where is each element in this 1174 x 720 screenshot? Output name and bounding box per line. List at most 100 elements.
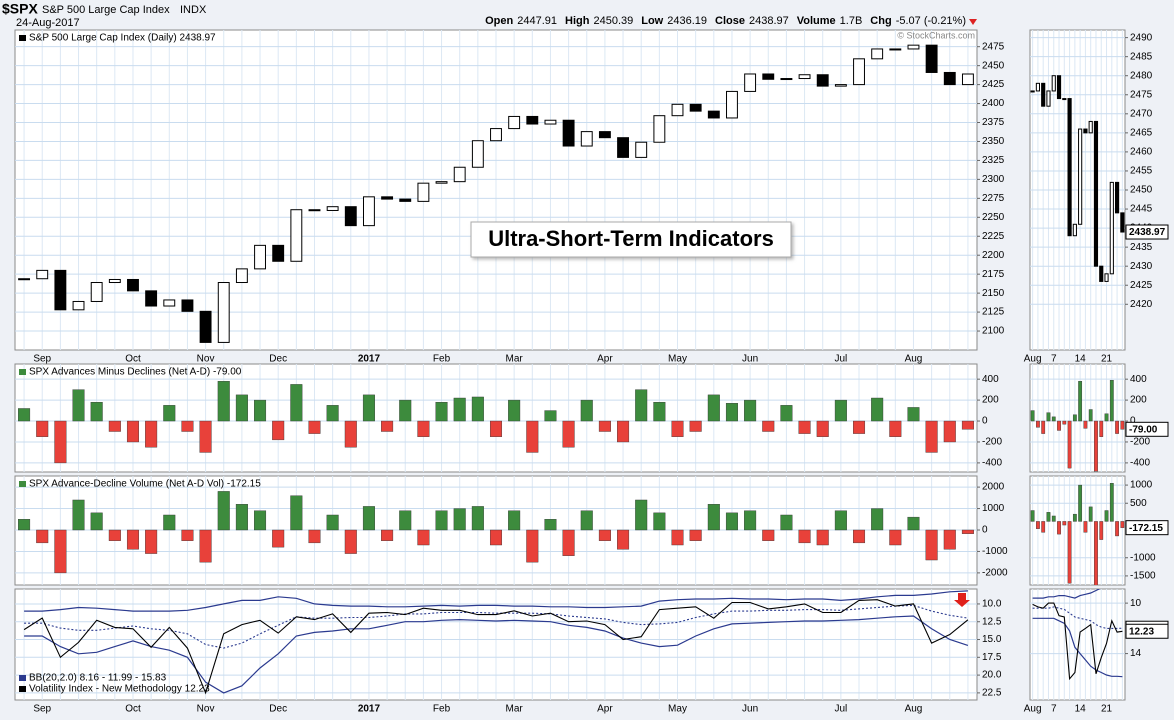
bar bbox=[163, 405, 176, 422]
bar bbox=[580, 510, 593, 531]
candle bbox=[816, 74, 829, 87]
bar bbox=[308, 420, 321, 434]
x-tick-label: Aug bbox=[905, 354, 923, 365]
y-tick-label: 2225 bbox=[982, 231, 1005, 242]
plot-area bbox=[23, 590, 969, 695]
y-tick-label: 0 bbox=[982, 525, 988, 536]
bar bbox=[435, 401, 448, 422]
y-tick-label: 20.0 bbox=[982, 670, 1002, 681]
bar bbox=[689, 420, 702, 432]
bar bbox=[18, 408, 31, 422]
bar bbox=[508, 510, 521, 531]
candle bbox=[1078, 128, 1083, 225]
x-tick-label: 2017 bbox=[358, 354, 381, 365]
x-tick-label: Mar bbox=[506, 704, 524, 715]
plot-area bbox=[1030, 483, 1125, 585]
value-box bbox=[1125, 520, 1169, 536]
bar bbox=[1115, 521, 1119, 537]
x-tick-label: Aug bbox=[1024, 704, 1042, 715]
bar bbox=[1104, 510, 1109, 522]
bar bbox=[526, 420, 539, 453]
plot-area bbox=[1030, 75, 1125, 282]
candle bbox=[1093, 120, 1099, 267]
candle bbox=[1072, 223, 1077, 237]
plot-area bbox=[1032, 589, 1123, 681]
candle bbox=[1056, 75, 1062, 100]
bar bbox=[598, 529, 611, 541]
bar bbox=[1072, 414, 1077, 422]
x-tick-label: Aug bbox=[1024, 354, 1042, 365]
bar bbox=[834, 510, 847, 531]
candle bbox=[1115, 181, 1120, 214]
candle bbox=[1099, 265, 1104, 282]
candle bbox=[199, 310, 212, 343]
candle bbox=[1030, 90, 1035, 93]
x-tick-label: Oct bbox=[125, 354, 141, 365]
change-arrow bbox=[969, 19, 977, 25]
quote-label: Close bbox=[715, 15, 745, 27]
bar bbox=[453, 508, 466, 531]
symbol: $SPX bbox=[2, 1, 38, 17]
bar bbox=[1051, 515, 1056, 522]
y-tick-label: 400 bbox=[982, 374, 999, 385]
bar bbox=[780, 514, 793, 531]
annotation-box: Ultra-Short-Term Indicators bbox=[470, 221, 792, 258]
bar bbox=[961, 529, 974, 534]
bar bbox=[254, 510, 267, 531]
panel: 1014Aug7142111.9912.23 bbox=[1024, 588, 1169, 715]
value-box-label: 2438.97 bbox=[1129, 227, 1166, 238]
candle bbox=[1041, 82, 1046, 107]
bar bbox=[526, 529, 539, 563]
x-tick-label: Mar bbox=[506, 354, 524, 365]
candle bbox=[36, 269, 49, 280]
bar bbox=[1062, 521, 1067, 526]
candle bbox=[580, 131, 593, 147]
bar bbox=[1046, 412, 1051, 422]
bar bbox=[1078, 484, 1083, 522]
candle bbox=[127, 278, 139, 292]
bar bbox=[217, 381, 230, 422]
y-tick-label: 14 bbox=[1130, 648, 1142, 659]
candle bbox=[961, 73, 974, 86]
candle bbox=[435, 181, 448, 184]
x-tick-label: Jun bbox=[742, 704, 758, 715]
bar bbox=[1030, 410, 1035, 422]
quote-line: Open 2447.91 High 2450.39 Low 2436.19 Close 243… bbox=[485, 15, 966, 27]
candle bbox=[1109, 181, 1114, 275]
candle bbox=[834, 84, 847, 87]
band-line bbox=[1032, 589, 1101, 599]
y-tick-label: 2150 bbox=[982, 288, 1005, 299]
y-tick-label: 2000 bbox=[982, 482, 1005, 493]
bar bbox=[308, 529, 321, 544]
x-tick-label: 14 bbox=[1075, 704, 1087, 715]
x-tick-label: 2017 bbox=[358, 704, 381, 715]
bar bbox=[235, 394, 248, 422]
candle bbox=[744, 73, 757, 92]
panel: 10.0 12.5 15.0 17.5 20.0 22.5 Sep Oct Nov Dec 2017… bbox=[14, 588, 1002, 715]
bar bbox=[1088, 506, 1093, 522]
candle bbox=[90, 282, 103, 302]
bar bbox=[362, 394, 375, 422]
candle bbox=[925, 44, 938, 73]
date: 24-Aug-2017 bbox=[16, 17, 80, 29]
candle bbox=[798, 74, 811, 80]
x-tick-label: 7 bbox=[1051, 354, 1057, 365]
quote-value: 2447.91 bbox=[517, 15, 557, 27]
candle bbox=[72, 300, 85, 311]
y-tick-label: -1000 bbox=[982, 546, 1008, 557]
candle bbox=[707, 110, 720, 119]
bar bbox=[1067, 420, 1072, 469]
plot-area bbox=[18, 381, 974, 464]
bar bbox=[816, 529, 829, 546]
x-tick-label: Nov bbox=[197, 704, 215, 715]
value-box bbox=[1125, 224, 1169, 240]
value-box-label: -79.00 bbox=[1129, 424, 1158, 435]
y-tick-label: -2000 bbox=[982, 568, 1008, 579]
bar bbox=[853, 529, 866, 544]
candle bbox=[399, 198, 412, 202]
y-tick-label: 0 bbox=[1130, 416, 1136, 427]
x-tick-label: 7 bbox=[1051, 704, 1057, 715]
y-tick-label: -200 bbox=[1130, 437, 1150, 448]
candle bbox=[235, 268, 248, 284]
bar bbox=[1041, 420, 1046, 434]
